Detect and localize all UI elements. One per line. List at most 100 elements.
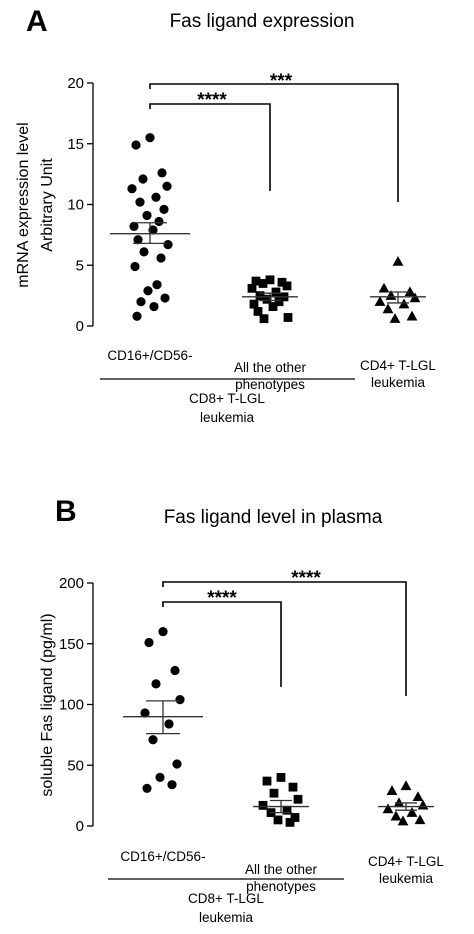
data-point [130,261,140,272]
x-category-label: All the other [234,360,307,375]
data-point [156,253,166,263]
data-point [249,299,259,309]
data-point [378,282,390,293]
data-point [268,302,278,311]
data-point [129,221,139,231]
data-point [144,637,154,648]
x-category-label: CD4+ T-LGL [360,358,436,373]
x-category-label: leukemia [379,871,434,886]
data-point [143,286,153,296]
x-category-label: phenotypes [246,879,316,894]
data-point [406,310,418,321]
data-point [140,708,150,718]
data-point [162,181,172,191]
data-point [139,247,149,257]
data-point [170,665,180,676]
series-circle [140,627,185,793]
data-point [285,817,295,827]
significance-bracket [149,103,271,191]
data-point [293,794,303,804]
data-point [382,303,394,314]
data-point [262,294,272,304]
panel-label: A [26,5,48,38]
data-point [282,281,292,291]
data-point [386,785,398,795]
data-point [247,283,257,293]
data-point [175,695,185,705]
chart-title: Fas ligand expression [170,11,355,32]
significance-label: **** [197,90,227,111]
data-point [151,679,161,689]
panel-b: B Fas ligand level in plasma 0 50 100 150 200 s… [39,495,444,925]
group-label: leukemia [200,410,255,425]
data-point [258,800,268,810]
data-point [412,791,424,802]
data-point [148,225,158,235]
x-category-label: All the other [245,862,318,877]
group-label: CD8+ T-LGL [189,391,265,406]
data-point [251,276,261,286]
data-point [142,783,152,793]
significance-label: **** [291,568,321,589]
data-point [389,313,401,323]
data-point [255,291,265,301]
data-point [274,297,284,307]
data-point [288,782,298,792]
series-triangle [374,256,421,323]
data-point [138,174,148,184]
data-point [258,279,268,288]
y-tick-label: 200 [59,575,84,592]
data-point [131,140,141,150]
y-tick-label: 100 [59,697,84,714]
x-category-label: CD4+ T-LGL [368,854,444,869]
y-tick-label: 15 [67,136,84,153]
y-tick-label: 0 [76,818,84,835]
significance-bracket [162,581,407,696]
data-point [148,735,158,745]
data-point [158,627,168,637]
data-point [393,797,405,808]
data-point [273,815,283,825]
y-axis-label: soluble Fas ligand (pg/ml) [39,613,56,796]
data-point [157,168,167,178]
data-point [277,277,287,287]
x-category-label: leukemia [371,375,426,390]
data-point [283,313,293,322]
data-point [374,296,386,306]
chart-title: Fas ligand level in plasma [164,507,383,528]
y-tick-label: 10 [67,197,84,214]
group-label: CD8+ T-LGL [188,891,264,906]
data-point [382,803,394,814]
y-axis-label-line2: Arbitrary Unit [39,158,56,252]
significance-bracket [149,83,399,202]
data-point [172,759,182,769]
data-point [167,780,177,790]
y-axis-label: mRNA expression level [15,122,32,287]
x-category-label: CD16+/CD56- [120,849,205,864]
data-point [151,192,161,202]
significance-label: *** [270,71,293,92]
data-point [159,204,169,214]
data-point [127,184,137,194]
y-tick-label: 5 [76,257,84,274]
data-point [397,815,409,826]
y-tick-label: 0 [76,318,84,335]
x-category-label: CD16+/CD56- [107,348,192,363]
data-point [290,813,300,822]
y-tick-label: 50 [67,757,84,774]
panel-a: A Fas ligand expression 0 5 10 15 20 mRNA expre… [15,5,436,425]
y-tick-label: 20 [67,75,84,92]
data-point [136,297,146,307]
data-point [133,235,143,245]
panel-label: B [55,495,77,528]
data-point [414,814,426,825]
data-point [269,788,279,798]
data-point [271,287,281,297]
data-point [265,275,275,285]
data-point [390,810,402,821]
data-point [417,799,429,810]
x-category-label: phenotypes [235,377,305,392]
data-point [262,776,272,786]
data-point [142,210,152,221]
